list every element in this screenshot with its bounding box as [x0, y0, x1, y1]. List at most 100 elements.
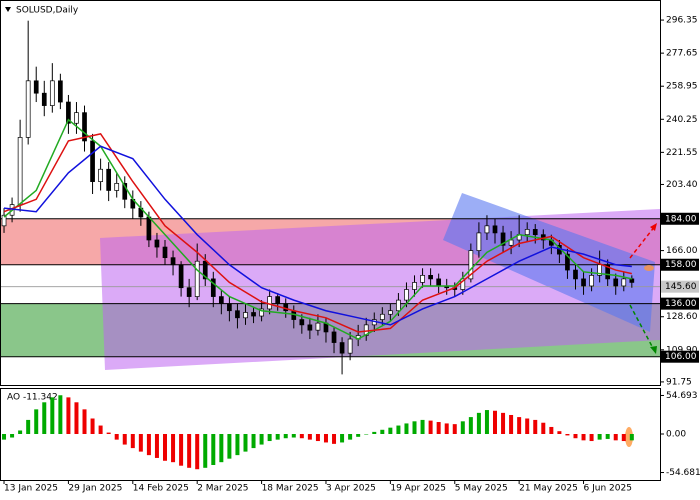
level-label-box: [661, 297, 699, 310]
y-tick-label: 203.40: [666, 180, 698, 190]
ao-bar: [18, 430, 23, 434]
ao-bar: [493, 410, 497, 434]
candle-body: [573, 269, 578, 280]
ao-bar: [541, 422, 546, 434]
candle-body: [17, 137, 23, 205]
ao-bar: [211, 434, 216, 465]
y-tick-label: 221.55: [666, 148, 698, 158]
candle-body: [629, 278, 635, 283]
candle-body: [243, 312, 248, 319]
ao-bar: [509, 414, 514, 434]
ao-bar: [42, 402, 47, 434]
candle-body: [162, 246, 168, 259]
y-tick-label: 128.60: [666, 312, 698, 322]
ao-bar: [267, 434, 272, 442]
candle-body: [428, 275, 433, 280]
y-tick-label: 166.00: [666, 246, 698, 256]
candle-body: [251, 312, 256, 317]
candle-body: [605, 264, 611, 280]
candle-body: [331, 331, 337, 343]
y-tick-label: 109.90: [666, 345, 698, 355]
ao-bar: [74, 402, 79, 434]
candle-body: [460, 278, 466, 290]
ao-bar: [460, 421, 465, 434]
ao-bar: [364, 434, 369, 435]
plot: [0, 20, 660, 375]
candle-body: [82, 112, 87, 142]
menu-icon: [5, 7, 11, 12]
main-frame: [0, 0, 661, 386]
ao-bar: [227, 434, 232, 459]
ao-bar: [34, 409, 39, 434]
ao-bar: [589, 434, 594, 442]
y-tick-label: 296.35: [666, 16, 698, 26]
x-tick-label: 19 Apr 2025: [390, 484, 446, 494]
level-label-box: [661, 350, 699, 363]
ao-bar: [146, 434, 151, 456]
level-label: 136.00: [665, 299, 697, 309]
ao-bar: [605, 434, 610, 439]
x-tick-label: 6 Jun 2025: [584, 484, 632, 494]
ao-bar: [114, 434, 119, 440]
ao-bar: [396, 425, 401, 434]
ao-bar: [122, 434, 127, 445]
x-tick-label: 2 Mar 2025: [197, 484, 248, 494]
candle-body: [412, 282, 417, 290]
ao-bar: [501, 412, 506, 434]
candle-body: [170, 257, 176, 266]
y-tick-label: 240.25: [666, 115, 698, 125]
ao-bar: [243, 434, 248, 452]
ao-bar: [26, 419, 31, 434]
ao-bar: [388, 427, 393, 434]
ao-bar: [90, 418, 95, 434]
ao-bar: [613, 434, 618, 441]
ao-tick-label: -54.681: [666, 468, 700, 478]
candle-body: [227, 303, 232, 312]
candle-body: [468, 250, 474, 280]
ao-bar: [106, 432, 111, 434]
ao-bar: [2, 434, 7, 440]
candle-body: [307, 324, 313, 331]
ao-bar: [275, 434, 280, 440]
ao-bar: [565, 434, 570, 436]
candle-body: [106, 168, 112, 191]
candle-body: [122, 183, 128, 200]
candle-body: [33, 80, 39, 94]
ao-bar: [597, 434, 602, 440]
candle-body: [74, 112, 79, 124]
ao-bar: [323, 434, 328, 443]
candle-body: [90, 140, 95, 182]
candle-body: [259, 308, 264, 317]
candle-body: [49, 80, 55, 106]
candle-body: [235, 310, 240, 319]
candle-body: [565, 253, 570, 271]
ao-bar: [291, 434, 296, 438]
ao-bar: [621, 434, 626, 442]
highlight: [644, 265, 654, 271]
ao-bar: [98, 425, 103, 434]
ao-bar: [171, 434, 176, 463]
ao-bar: [436, 422, 441, 434]
ao-tick-label: 0.00: [666, 430, 686, 440]
candle-body: [114, 183, 120, 191]
candle-body: [589, 275, 594, 287]
ao-bar: [10, 434, 15, 438]
candle-body: [202, 260, 208, 280]
candle-body: [98, 168, 103, 182]
y-tick-label: 277.65: [666, 49, 698, 59]
candle-body: [146, 216, 152, 241]
candle-body: [613, 278, 619, 287]
ao-bar: [348, 434, 353, 440]
candle-body: [597, 264, 602, 276]
down-arrow-head: [650, 346, 657, 354]
ao-bar: [629, 434, 634, 441]
ao-bar: [283, 434, 288, 439]
ao-bar: [130, 434, 135, 449]
candle-body: [41, 92, 47, 106]
candle-body: [210, 278, 216, 297]
candle-body: [388, 310, 393, 315]
ao-bar: [557, 431, 562, 434]
ao-label: AO -11.342: [7, 393, 58, 403]
ao-bar: [404, 423, 409, 434]
